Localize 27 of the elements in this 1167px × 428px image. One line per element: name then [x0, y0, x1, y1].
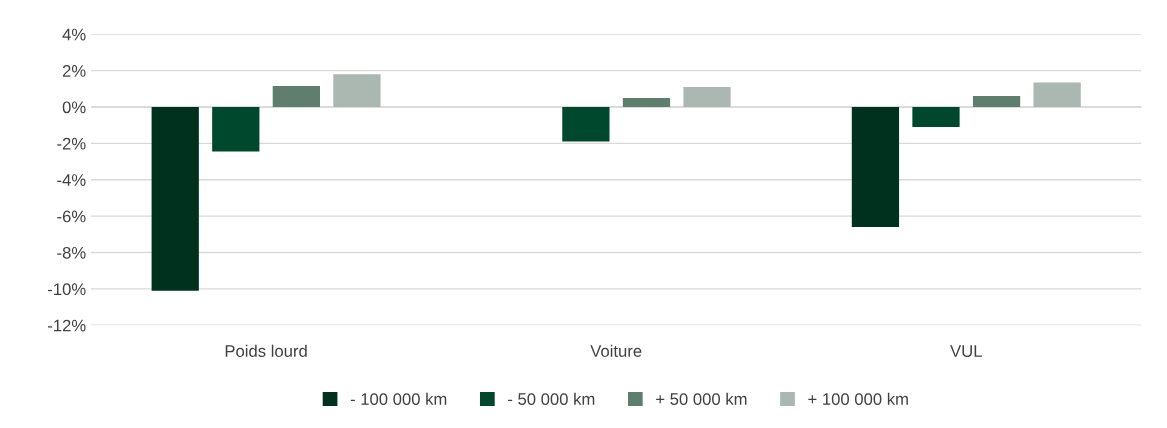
y-tick-label: -10% — [48, 283, 86, 296]
bar — [683, 86, 731, 107]
bar — [272, 86, 320, 107]
x-tick-label: Poids lourd — [225, 344, 307, 357]
bar — [151, 107, 199, 291]
x-tick-label: VUL — [950, 345, 982, 357]
bar — [212, 107, 260, 152]
y-tick-label: -12% — [48, 319, 86, 332]
bar — [912, 107, 960, 128]
legend-label: - 50 000 km — [508, 392, 595, 405]
y-tick-label: 4% — [62, 28, 86, 41]
y-tick-label: 0% — [62, 101, 86, 114]
bar — [972, 96, 1021, 107]
bar — [333, 74, 381, 107]
bar — [622, 97, 671, 107]
y-tick-label: -2% — [57, 137, 86, 150]
legend-label: + 100 000 km — [808, 392, 908, 405]
bar — [1033, 82, 1081, 107]
y-tick-label: -6% — [57, 210, 86, 223]
x-tick-label: Voiture — [590, 344, 642, 357]
y-tick-label: 2% — [62, 65, 86, 77]
bar — [851, 107, 900, 228]
y-tick-label: -4% — [57, 174, 86, 186]
bar — [562, 107, 610, 142]
legend-label: - 100 000 km — [350, 392, 447, 405]
y-tick-label: -8% — [57, 246, 86, 259]
legend-label: + 50 000 km — [656, 392, 747, 405]
